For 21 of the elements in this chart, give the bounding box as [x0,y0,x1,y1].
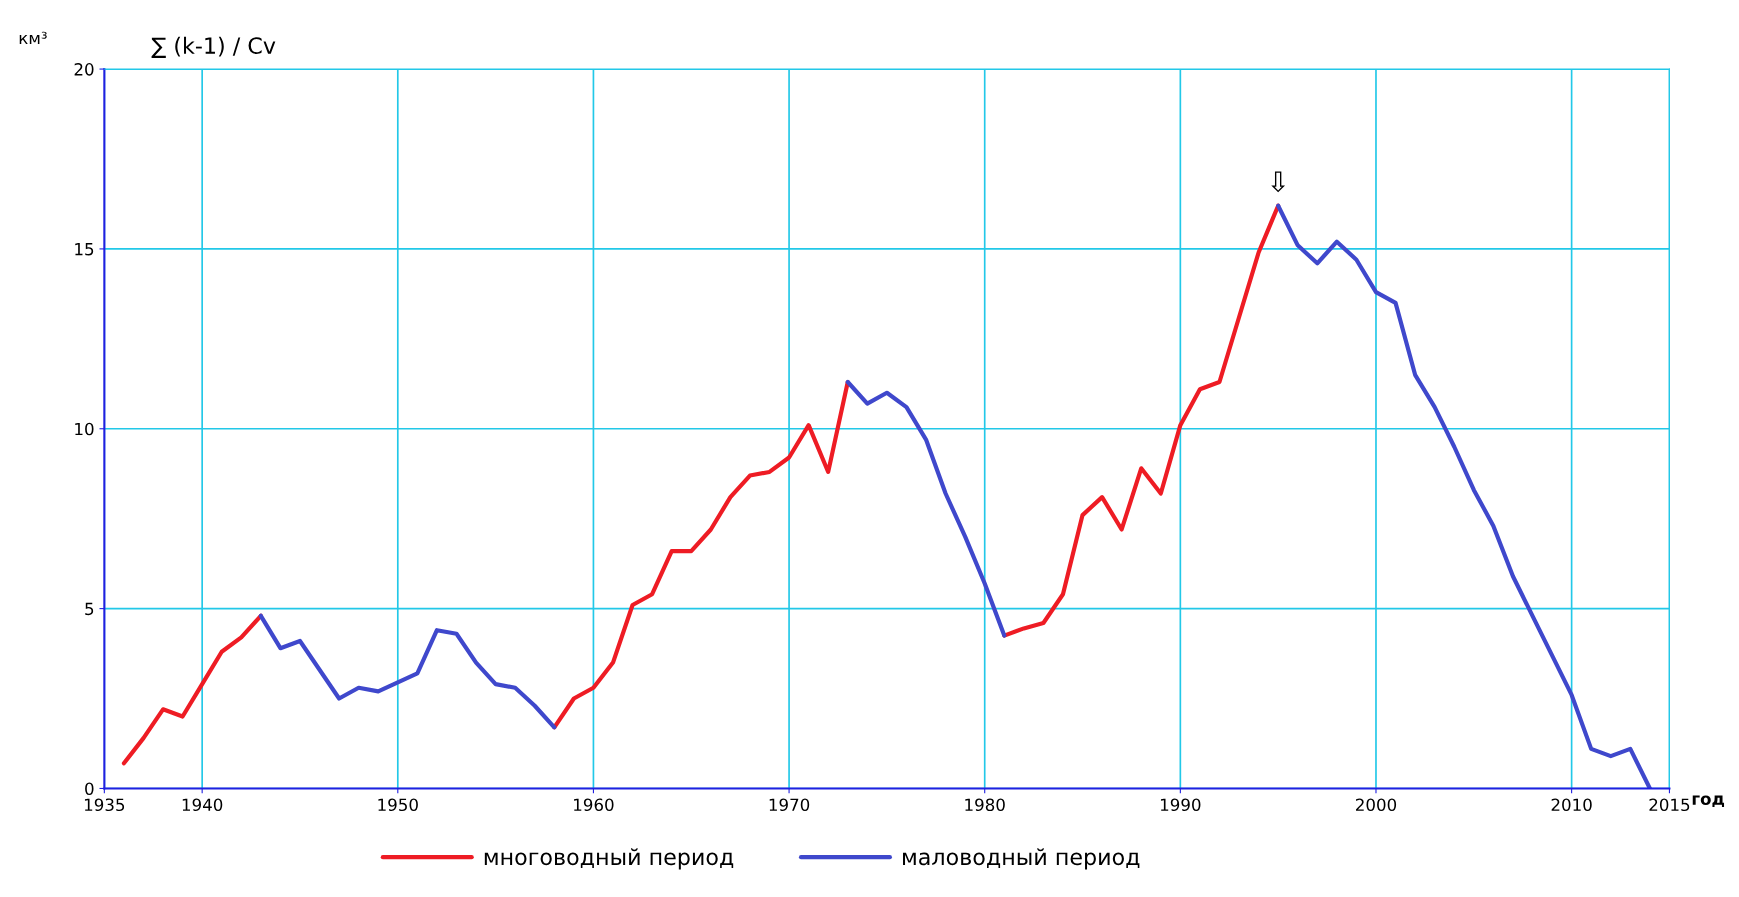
x-tick-label: 1935 [84,798,125,812]
annotation: ⇩ [1271,171,1286,193]
y-tick-label: 0 [85,782,94,796]
y-tick-label: 15 [75,243,94,256]
y-axis-title: км³ [19,31,47,45]
legend-label: маловодный период [903,848,1140,870]
x-tick-label: 2015 [1649,798,1690,812]
x-tick-label: 1960 [574,798,614,812]
x-tick-label: 1940 [182,798,223,812]
chart-title: ∑ (k-1) / Cv [151,36,276,58]
x-tick-label: 1950 [378,798,418,812]
x-tick-label: 1980 [965,798,1005,812]
x-tick-label: 1970 [769,798,810,812]
x-tick-label: 2010 [1551,798,1592,812]
y-tick-label: 20 [74,63,94,76]
y-tick-label: 5 [85,602,94,616]
legend-label: многоводный период [484,848,734,870]
x-tick-label: 2000 [1356,798,1397,812]
y-tick-label: 10 [75,422,94,436]
x-tick-label: 1990 [1160,798,1201,812]
x-axis-title: год [1692,795,1725,808]
